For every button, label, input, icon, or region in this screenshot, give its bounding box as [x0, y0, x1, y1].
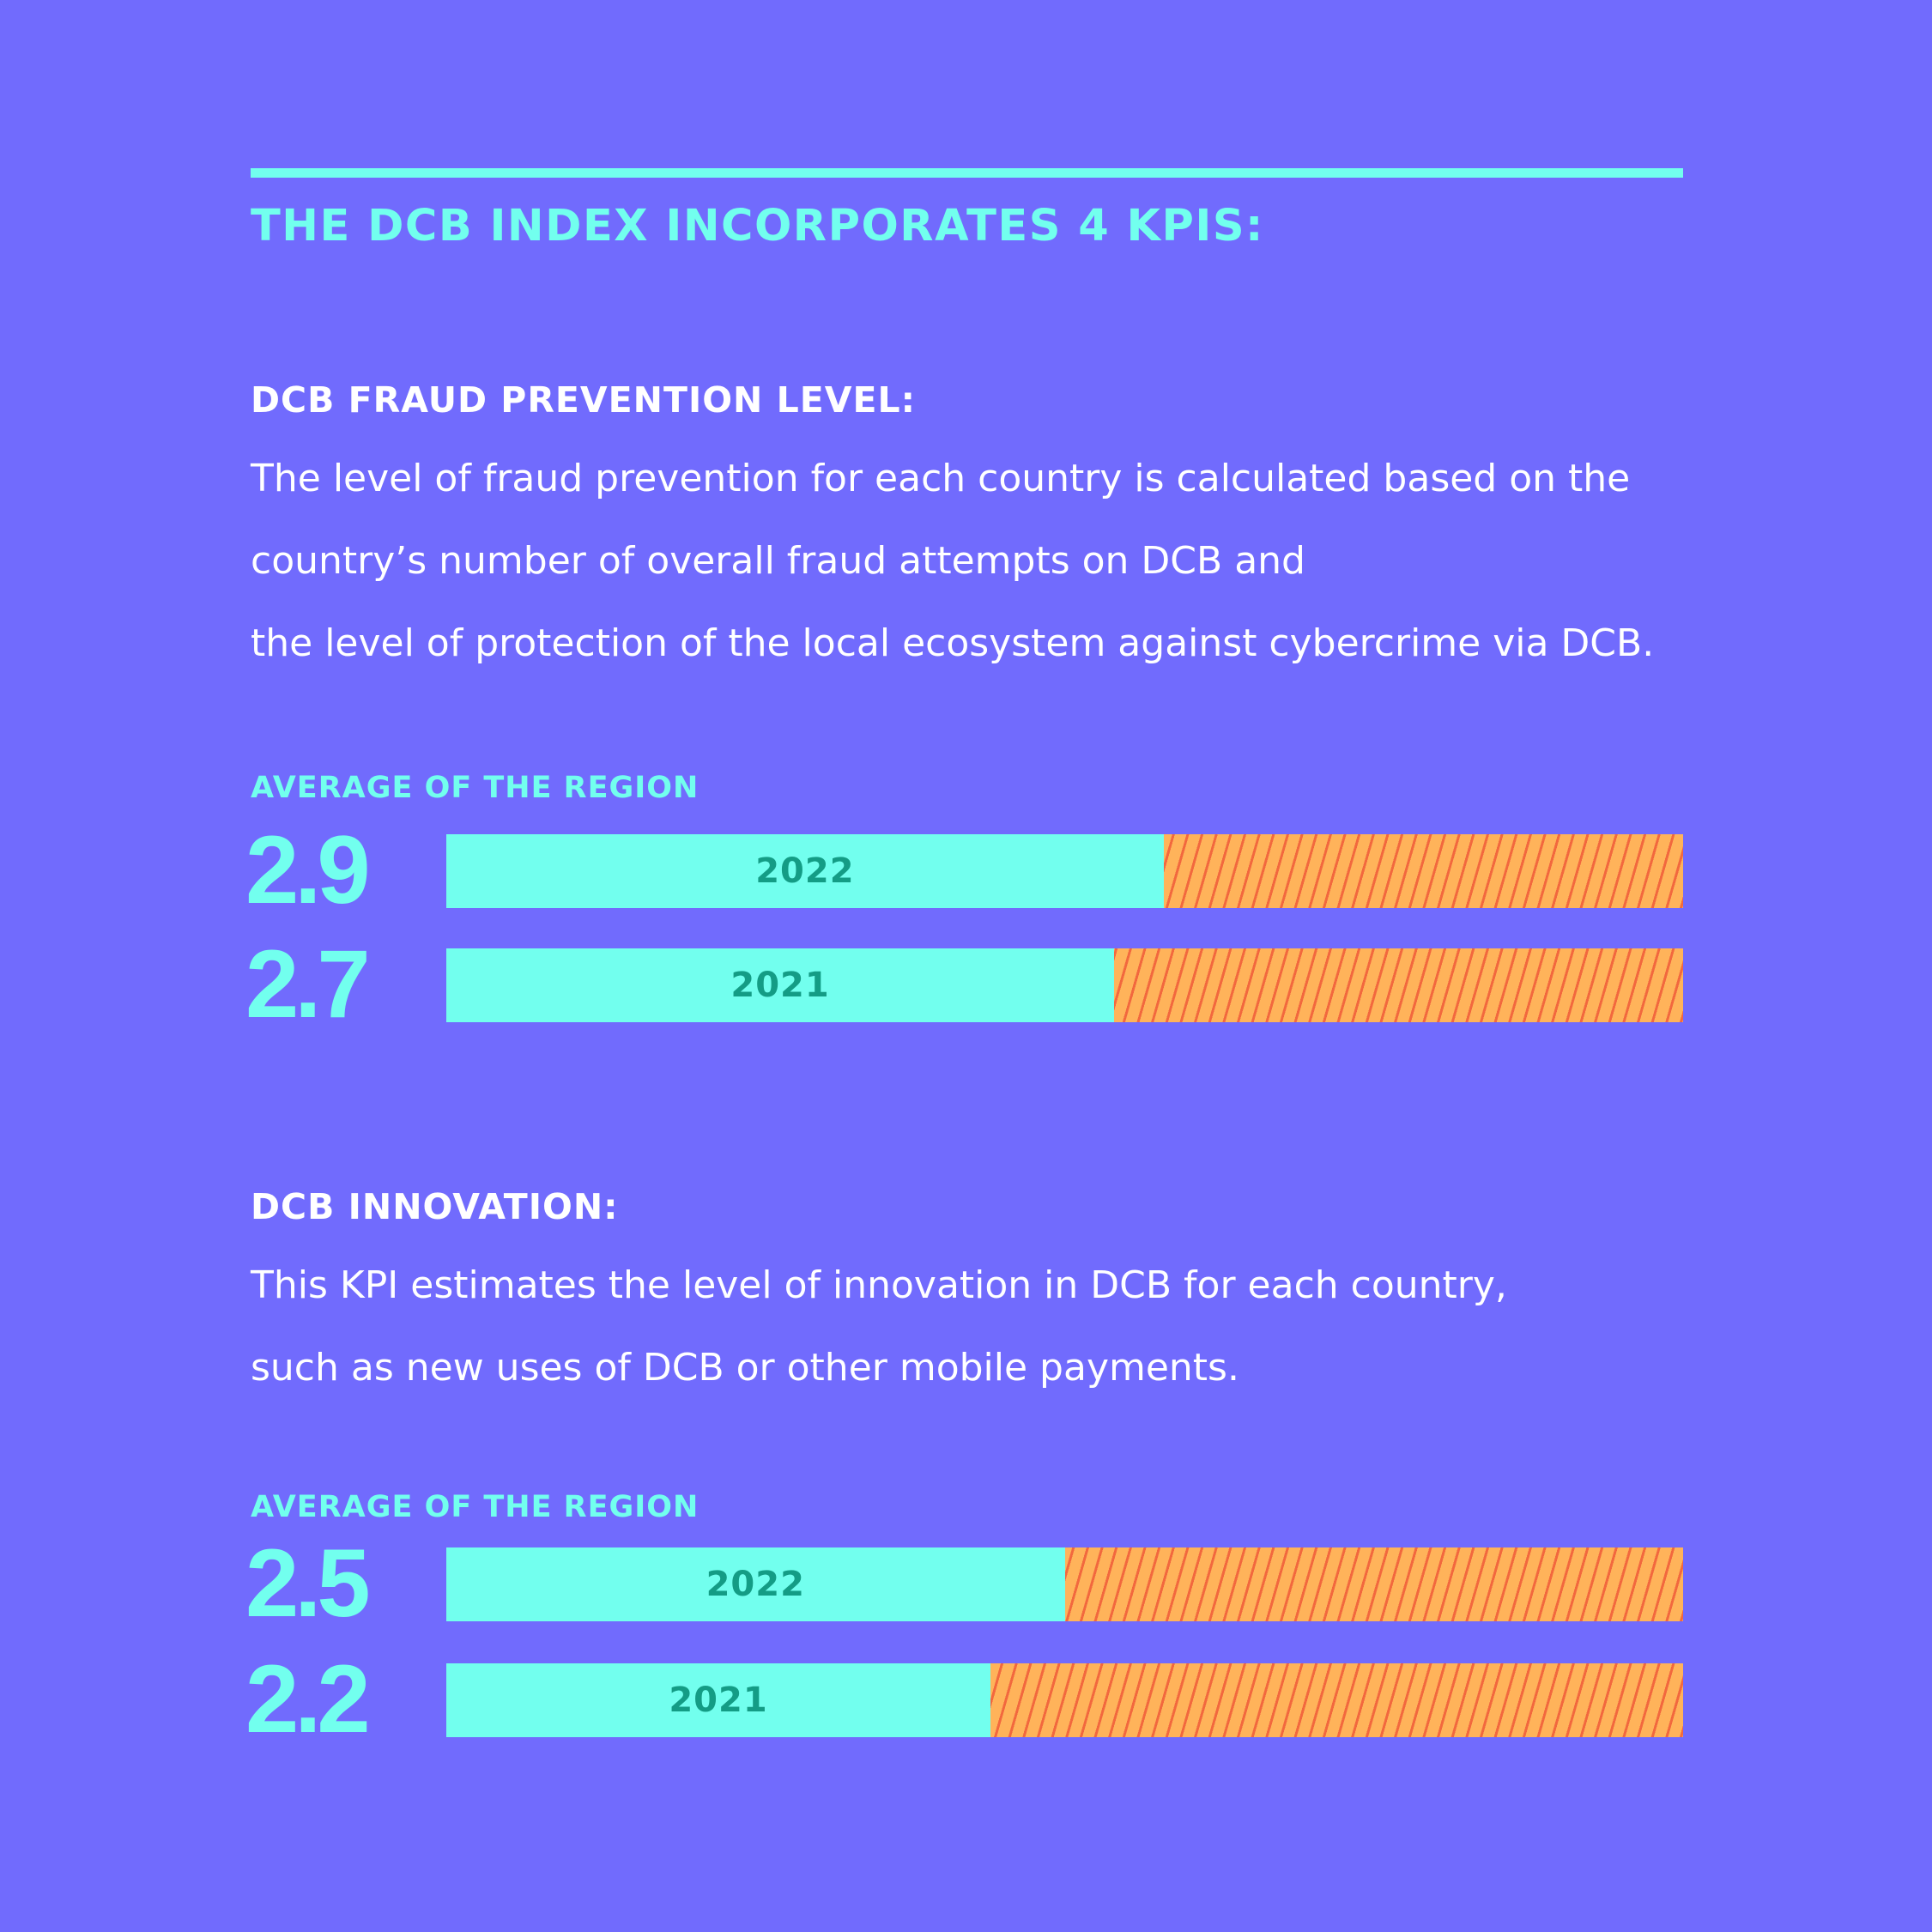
kpi-description-line: The level of fraud prevention for each c… — [251, 457, 1631, 500]
top-rule — [251, 168, 1683, 178]
bar-row: 2.7 2021 — [245, 936, 1683, 1033]
value-label: 2.9 — [245, 816, 371, 924]
bar-track: 2022 — [446, 834, 1683, 908]
kpi-description-line: such as new uses of DCB or other mobile … — [251, 1346, 1239, 1390]
bar-row: 2.9 2022 — [245, 822, 1683, 918]
value-label: 2.5 — [245, 1529, 371, 1637]
bar-fill: 2021 — [446, 948, 1115, 1022]
bar-fill: 2022 — [446, 834, 1164, 908]
bar-row: 2.5 2022 — [245, 1535, 1683, 1632]
year-label: 2021 — [730, 966, 830, 1005]
value-label: 2.7 — [245, 930, 371, 1038]
kpi-heading: DCB INNOVATION: — [251, 1186, 619, 1227]
kpi-description-line: the level of protection of the local eco… — [251, 621, 1655, 665]
bar-row: 2.2 2021 — [245, 1651, 1683, 1747]
page-title: THE DCB INDEX INCORPORATES 4 KPIS: — [251, 201, 1264, 251]
value-label: 2.2 — [245, 1645, 371, 1753]
year-label: 2021 — [669, 1681, 768, 1720]
year-label: 2022 — [706, 1565, 805, 1604]
average-label: AVERAGE OF THE REGION — [251, 1490, 700, 1524]
bar-track: 2021 — [446, 1663, 1683, 1737]
bar-fill: 2022 — [446, 1547, 1065, 1621]
year-label: 2022 — [755, 851, 855, 891]
kpi-description-line: This KPI estimates the level of innovati… — [251, 1263, 1507, 1307]
average-label: AVERAGE OF THE REGION — [251, 771, 700, 805]
kpi-heading: DCB FRAUD PREVENTION LEVEL: — [251, 379, 917, 421]
bar-track: 2021 — [446, 948, 1683, 1022]
bar-fill: 2021 — [446, 1663, 991, 1737]
bar-track: 2022 — [446, 1547, 1683, 1621]
kpi-description-line: country’s number of overall fraud attemp… — [251, 539, 1305, 583]
